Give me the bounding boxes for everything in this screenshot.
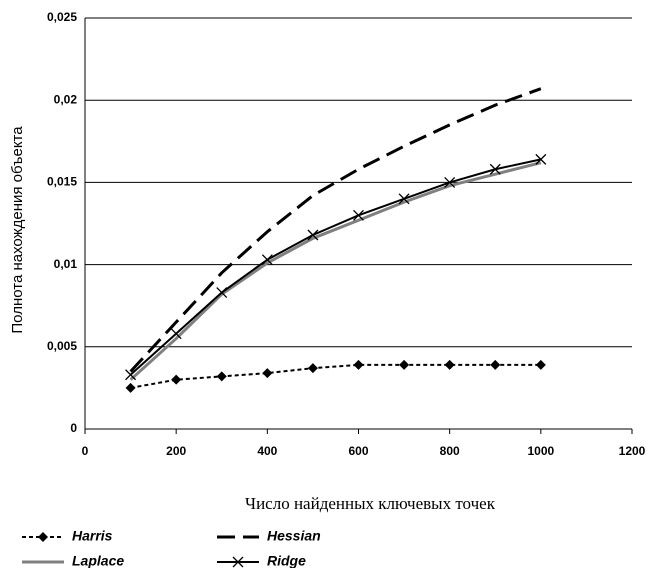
marker	[170, 328, 182, 340]
legend-label: Laplace	[72, 553, 124, 568]
x-tick-label: 800	[440, 444, 460, 458]
marker	[216, 287, 228, 299]
x-tick-label: 1000	[527, 444, 554, 458]
marker	[232, 556, 244, 568]
marker	[398, 193, 410, 205]
y-tick-label: 0,005	[47, 339, 77, 353]
x-axis-title: Число найденных ключевых точек	[245, 494, 496, 513]
marker	[125, 382, 136, 393]
marker	[171, 374, 182, 385]
series-line	[129, 158, 542, 376]
marker	[261, 254, 273, 266]
marker	[307, 229, 319, 241]
marker	[399, 359, 410, 370]
marker	[489, 163, 501, 175]
y-tick-label: 0,015	[47, 175, 77, 189]
series-line	[129, 87, 542, 373]
y-tick-label: 0,025	[47, 10, 77, 24]
legend-label: Harris	[72, 528, 113, 544]
series-line	[130, 363, 541, 389]
marker	[535, 153, 547, 165]
marker	[535, 359, 546, 370]
marker	[38, 532, 48, 542]
marker	[216, 371, 227, 382]
legend-label: Ridge	[267, 553, 306, 568]
marker	[444, 176, 456, 188]
legend-label: Hessian	[267, 528, 321, 544]
marker	[444, 359, 455, 370]
y-tick-label: 0	[70, 421, 77, 435]
marker	[353, 359, 364, 370]
y-tick-label: 0,02	[54, 92, 78, 106]
series-line	[129, 161, 542, 381]
marker	[490, 359, 501, 370]
marker	[125, 369, 137, 381]
y-axis-title: Полнота нахождения объекта	[9, 126, 26, 334]
x-tick-label: 400	[257, 444, 277, 458]
marker	[262, 368, 273, 379]
x-tick-label: 600	[348, 444, 368, 458]
marker	[307, 363, 318, 374]
x-tick-label: 200	[166, 444, 186, 458]
marker	[353, 209, 364, 221]
x-tick-label: 1200	[619, 444, 646, 458]
y-tick-label: 0,01	[54, 257, 78, 271]
x-tick-label: 0	[82, 444, 89, 458]
